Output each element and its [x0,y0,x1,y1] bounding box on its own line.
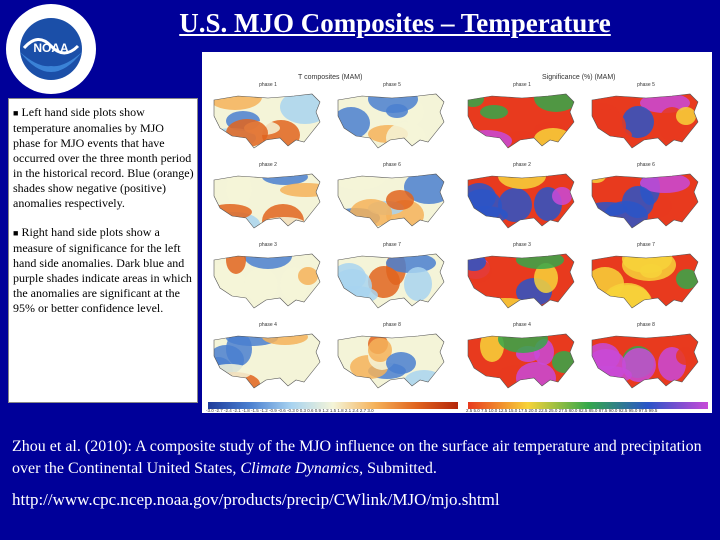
us-map [591,173,699,229]
anomaly-colorbar [208,402,458,409]
phase-label: phase 3 [259,242,277,248]
us-map [337,333,445,389]
phase-label: phase 2 [259,162,277,168]
map-panel: phase 5 [586,82,706,154]
bullet-left-plots: ■ Left hand side plots show temperature a… [13,105,194,210]
us-map [467,93,575,149]
left-header: T composites (MAM) [298,74,363,81]
phase-label: phase 5 [637,82,655,88]
map-panel: phase 6 [586,162,706,234]
map-panel: phase 1 [208,82,328,154]
us-map [337,93,445,149]
source-url[interactable]: http://www.cpc.ncep.noaa.gov/products/pr… [12,490,500,509]
us-map [213,253,321,309]
journal-name: Climate Dynamics [240,460,360,477]
significance-ticks: 2.5 5.0 7.5 10.0 12.5 15.0 17.5 20.0 22.… [466,408,658,413]
phase-label: phase 1 [513,82,531,88]
phase-label: phase 1 [259,82,277,88]
phase-label: phase 3 [513,242,531,248]
map-panel: phase 8 [332,322,452,394]
us-map [467,173,575,229]
citation: Zhou et al. (2010): A composite study of… [12,438,702,477]
map-panel: phase 2 [462,162,582,234]
us-map [591,253,699,309]
map-panel: phase 7 [586,242,706,314]
map-panel: phase 3 [462,242,582,314]
phase-label: phase 4 [259,322,277,328]
bullet-right-plots: ■ Right hand side plots show a measure of… [13,225,192,315]
phase-label: phase 7 [383,242,401,248]
noaa-logo: NOAA [6,4,96,94]
us-map [213,93,321,149]
map-panel: phase 4 [208,322,328,394]
phase-label: phase 7 [637,242,655,248]
map-panel: phase 8 [586,322,706,394]
description-box: ■ Left hand side plots show temperature a… [8,98,198,403]
map-panel: phase 5 [332,82,452,154]
map-panel: phase 4 [462,322,582,394]
us-map [467,253,575,309]
slide-title: U.S. MJO Composites – Temperature [179,8,611,38]
composite-figure: T composites (MAM) Significance (%) (MAM… [202,52,712,413]
anomaly-ticks: -3.0 -2.7 -2.4 -2.1 -1.8 -1.5 -1.2 -0.9 … [206,408,374,413]
right-header: Significance (%) (MAM) [542,74,616,81]
phase-label: phase 8 [383,322,401,328]
phase-label: phase 4 [513,322,531,328]
map-panel: phase 3 [208,242,328,314]
map-panel: phase 1 [462,82,582,154]
phase-label: phase 8 [637,322,655,328]
us-map [337,173,445,229]
phase-label: phase 6 [383,162,401,168]
phase-label: phase 6 [637,162,655,168]
map-panel: phase 6 [332,162,452,234]
bullet-icon: ■ [13,108,19,118]
us-map [337,253,445,309]
us-map [213,173,321,229]
phase-label: phase 2 [513,162,531,168]
us-map [213,333,321,389]
map-panel: phase 7 [332,242,452,314]
map-panel: phase 2 [208,162,328,234]
us-map [591,93,699,149]
bullet-icon: ■ [13,228,19,238]
us-map [591,333,699,389]
us-map [467,333,575,389]
svg-text:NOAA: NOAA [33,41,69,55]
significance-colorbar [468,402,708,409]
phase-label: phase 5 [383,82,401,88]
